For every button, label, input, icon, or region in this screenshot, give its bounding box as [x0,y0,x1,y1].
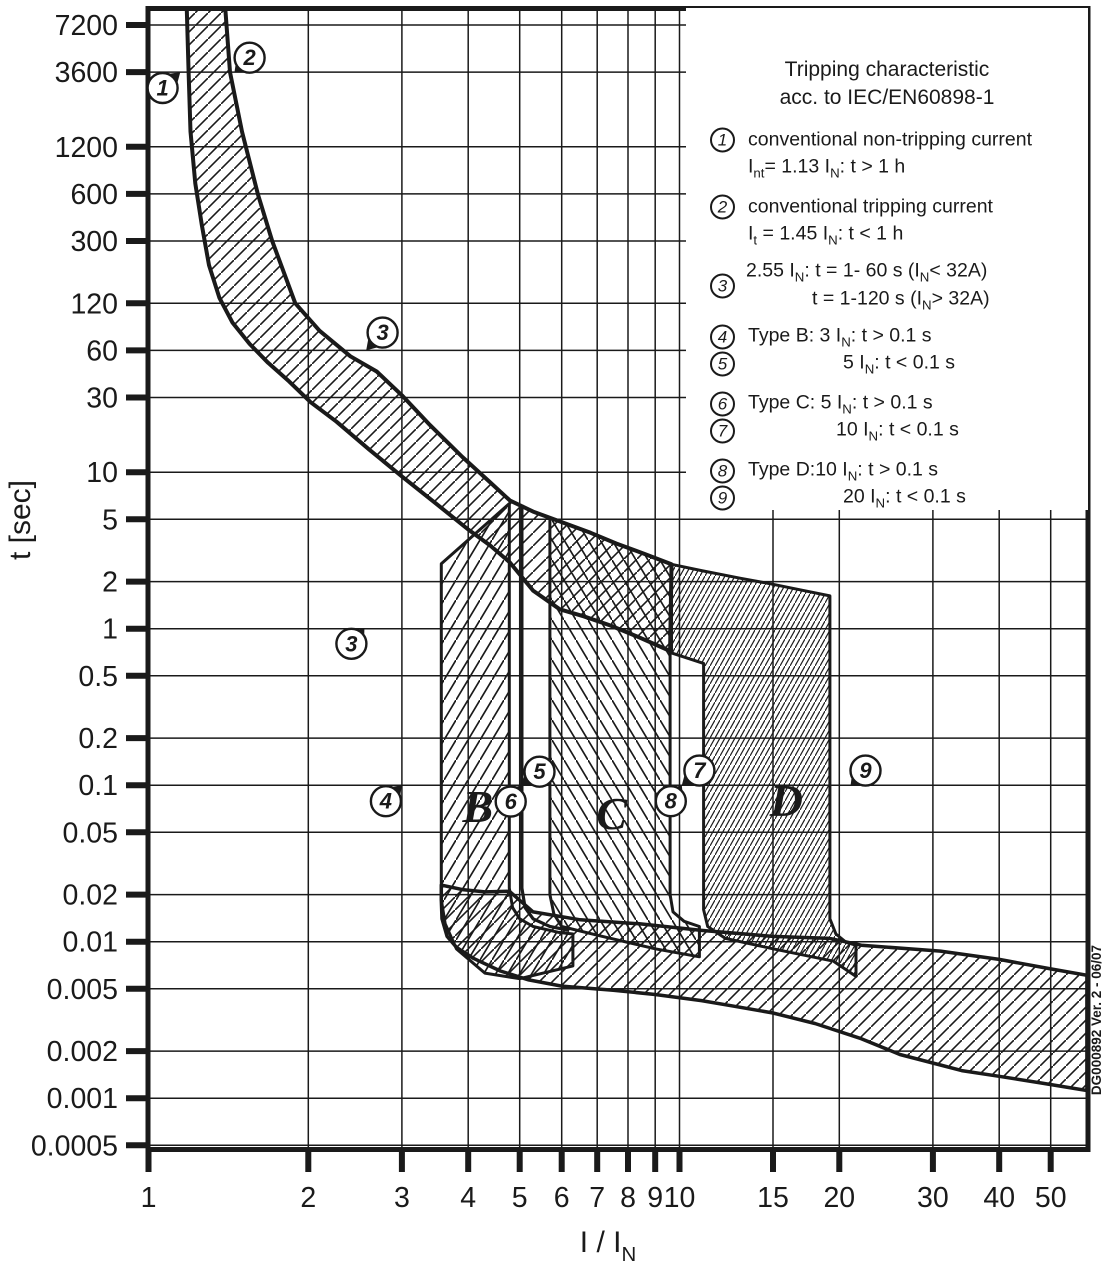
legend-item-text: conventional tripping current [748,195,993,218]
y-tick-label: 0.05 [63,817,118,849]
legend-item-number: 1 [710,127,735,153]
x-tick-label: 3 [394,1182,410,1214]
marker-circle [366,316,399,349]
five-in-boundary-line [520,504,570,932]
legend-item-text: conventional non-tripping current [748,128,1033,151]
zone-letter-c: C [596,788,628,839]
type-d-band [670,562,858,978]
marker-number: 8 [665,789,678,814]
axes: 7200360012006003001206030105210.50.20.10… [31,10,1067,1214]
watermark: DG000892 Ver. 2 - 06/07 [1089,945,1104,1095]
x-tick-label: 9 [647,1182,663,1214]
x-tick-label: 15 [757,1182,789,1214]
x-axis-label: I / IN [580,1226,636,1266]
marker-number: 9 [859,758,872,783]
marker-number: 2 [242,45,256,70]
y-tick-label: 0.2 [78,723,118,755]
y-tick-label: 60 [86,335,118,367]
marker-number: 6 [505,789,518,814]
x-tick-label: 5 [512,1182,528,1214]
y-axis-label: t [sec] [4,480,37,560]
x-tick-label: 10 [664,1182,696,1214]
y-tick-label: 300 [70,226,118,258]
legend-item-number: 2 [710,194,735,220]
legend-title-line2: acc. to IEC/EN60898-1 [779,86,995,109]
type-b-band [439,502,575,981]
legend-item-text: t = 1-120 s (IN> 32A) [812,287,990,313]
legend-item-number: 6 [710,391,735,417]
marker-number: 3 [376,320,388,345]
legend-item-text: 5 IN: t < 0.1 s [843,351,956,377]
legend-item-text: It = 1.45 IN: t < 1 h [748,222,904,248]
y-tick-label: 0.005 [47,974,118,1006]
legend-item-text: Type D:10 IN: t > 0.1 s [748,458,939,484]
x-tick-label: 40 [983,1182,1015,1214]
legend-item-number: 9 [710,485,735,511]
y-tick-label: 0.002 [47,1036,118,1068]
zone-letter-d: D [769,775,803,826]
marker-circle [335,627,368,660]
y-tick-label: 1200 [55,132,118,164]
legend-item-text: 20 IN: t < 0.1 s [843,485,966,511]
legend-item-text: Int= 1.13 IN: t > 1 h [748,155,906,181]
y-tick-label: 1 [102,614,118,646]
x-tick-label: 50 [1035,1182,1067,1214]
marker-circle [146,71,179,105]
x-tick-label: 20 [823,1182,855,1214]
legend-item-number: 4 [710,324,735,350]
y-tick-label: 0.01 [63,927,118,959]
marker-number: 1 [156,76,168,101]
zone-letter-b: B [461,781,493,832]
y-tick-label: 0.1 [78,770,118,802]
y-tick-label: 5 [102,504,118,536]
marker-circle [233,41,266,74]
y-tick-label: 0.001 [47,1083,118,1115]
marker-number: 5 [533,759,546,784]
x-tick-label: 4 [460,1182,476,1214]
marker-circle [683,754,716,787]
x-tick-label: 6 [554,1182,570,1214]
marker-circle [849,754,882,787]
x-tick-label: 1 [141,1182,157,1214]
x-tick-label: 7 [589,1182,605,1214]
marker-circle [369,785,403,818]
legend-item-text: 10 IN: t < 0.1 s [836,418,959,444]
legend-box: Tripping characteristic acc. to IEC/EN60… [686,8,1088,511]
marker-circle [654,785,687,818]
x-tick-label: 30 [917,1182,949,1214]
y-tick-label: 3600 [55,57,118,89]
x-tick-label: 8 [620,1182,636,1214]
legend-item-text: 2.55 IN: t = 1- 60 s (IN< 32A) [746,259,988,285]
legend-item-number: 3 [710,273,735,299]
y-tick-label: 0.5 [78,661,118,693]
marker-number: 4 [379,789,392,814]
y-tick-label: 600 [70,179,118,211]
x-tick-label: 2 [300,1182,316,1214]
legend-item-text: Type C: 5 IN: t > 0.1 s [748,391,933,417]
legend-item-text: Type B: 3 IN: t > 0.1 s [748,324,932,350]
y-tick-label: 30 [86,383,118,415]
legend-title-line1: Tripping characteristic [784,58,990,81]
y-tick-label: 0.0005 [31,1130,118,1162]
legend-item-number: 7 [710,418,735,444]
legend-item-number: 5 [710,351,735,377]
y-tick-label: 10 [86,457,118,489]
y-tick-label: 7200 [55,10,118,42]
marker-number: 3 [345,631,357,656]
marker-number: 7 [693,758,707,783]
tripping-bands [184,10,1087,1093]
type-c-band [548,517,701,959]
y-tick-label: 0.02 [63,880,118,912]
marker-circle [523,755,556,788]
marker-circle [494,785,527,818]
y-tick-label: 2 [102,567,118,599]
legend-item-number: 8 [710,458,735,484]
y-tick-label: 120 [70,288,118,320]
